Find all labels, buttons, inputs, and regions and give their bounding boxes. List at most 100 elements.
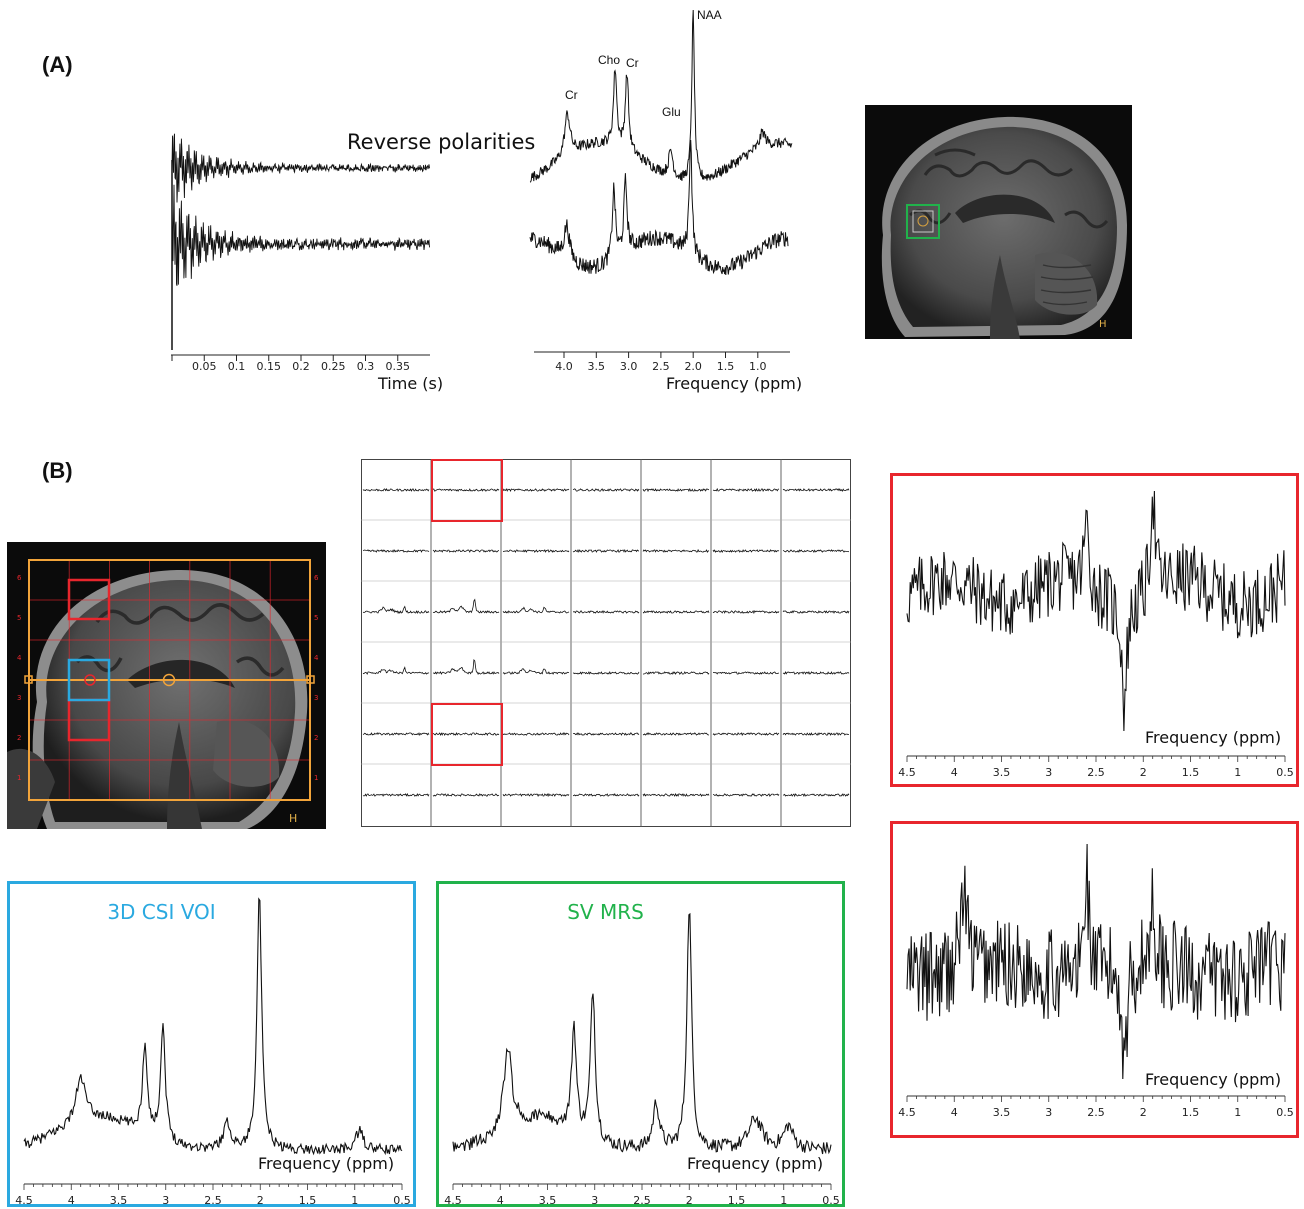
spectrum-tick-label: 2.0 <box>684 360 702 373</box>
spectrum-trace <box>906 490 1286 732</box>
svg-text:H: H <box>1099 319 1107 330</box>
highlight-voxel-top <box>431 459 503 522</box>
tick-label: 2 <box>1140 1106 1147 1119</box>
tick-label: 3 <box>591 1194 598 1204</box>
tick-label: 2.5 <box>1087 1106 1105 1119</box>
tick-label: 0.5 <box>1276 1106 1294 1119</box>
red-spectrum-frame-top: 4.5 4 3.5 3 2.5 2 1.5 1 0.5 Frequency (ppm) <box>890 473 1299 787</box>
csi-voxel-trace <box>362 605 430 615</box>
spectrum-tick-label: 3.0 <box>620 360 638 373</box>
csi-spectra-grid-lines <box>361 459 851 827</box>
csi-voxel-trace <box>712 732 780 737</box>
tick-label: 1.5 <box>1182 766 1200 779</box>
grid-row-label: 3 <box>314 694 318 702</box>
spectrum-frequency-plot: 4.0 3.5 3.0 2.5 2.0 1.5 1.0 <box>529 9 793 373</box>
tick-label: 4.5 <box>444 1194 462 1204</box>
csi-voxel-trace <box>362 487 430 492</box>
tick-label: 4 <box>497 1194 504 1204</box>
grid-row-label: 5 <box>314 614 318 622</box>
fid-trace <box>171 184 430 286</box>
grid-row-label: 5 <box>17 614 21 622</box>
csi-voxel-trace <box>432 549 499 553</box>
tick-label: 1 <box>351 1194 358 1204</box>
red-bottom-xlabel: Frequency (ppm) <box>1145 1070 1282 1089</box>
csi-voxel-trace <box>362 666 430 675</box>
spectrum-trace <box>23 897 403 1156</box>
tick-label: 4 <box>68 1194 75 1204</box>
fid-x-axis-title: Time (s) <box>378 374 444 393</box>
spectrum-tick-label: 1.5 <box>717 360 735 373</box>
grid-row-label: 2 <box>17 734 21 742</box>
csi-voxel-trace <box>572 671 640 675</box>
csi-voxel-trace <box>502 549 570 553</box>
csi-voi-xlabel: Frequency (ppm) <box>258 1154 395 1173</box>
tick-label: 2.5 <box>204 1194 222 1204</box>
csi-voxel-trace <box>362 549 430 553</box>
spectrum-trace <box>452 912 832 1155</box>
fid-tick-label: 0.05 <box>192 360 217 373</box>
tick-label: 4.5 <box>898 1106 916 1119</box>
panel-a-label: (A) <box>42 52 73 77</box>
sv-mrs-title: SV MRS <box>567 900 644 924</box>
fid-tick-label: 0.2 <box>292 360 310 373</box>
tick-label: 3 <box>1045 1106 1052 1119</box>
csi-voxel-trace <box>502 732 570 736</box>
tick-label: 2 <box>686 1194 693 1204</box>
brain-illustration-b: 6 6 5 5 4 4 3 3 2 2 1 1 H <box>7 559 319 829</box>
csi-voxel-trace <box>502 488 570 492</box>
csi-voxel-trace <box>712 487 780 493</box>
csi-voxel-trace <box>782 610 850 614</box>
brain-illustration-a: H <box>881 116 1127 339</box>
tick-label: 3 <box>1045 766 1052 779</box>
tick-label: 0.5 <box>1276 766 1294 779</box>
tick-label: 4.5 <box>15 1194 33 1204</box>
spectrum-trace <box>906 843 1286 1080</box>
fid-tick-label: 0.3 <box>357 360 375 373</box>
ppm-axis: 4.5 4 3.5 3 2.5 2 1.5 1 0.5 <box>898 1095 1294 1119</box>
ppm-axis: 4.5 4 3.5 3 2.5 2 1.5 1 0.5 <box>15 1183 411 1207</box>
spectrum-x-axis-title: Frequency (ppm) <box>666 374 803 393</box>
csi-voi-frame: 3D CSI VOI 4.5 4 3.5 3 2.5 2 1.5 1 0.5 Frequency… <box>7 881 416 1207</box>
panel-b-label: (B) <box>42 458 73 483</box>
csi-voxel-trace <box>712 671 779 675</box>
csi-voxel-trace <box>782 549 850 553</box>
spectrum-trace-top <box>529 9 793 183</box>
csi-voxel-trace <box>782 732 850 736</box>
csi-voxel-trace <box>502 668 570 675</box>
grid-row-label: 4 <box>17 654 22 662</box>
sv-mrs-frame: SV MRS 4.5 4 3.5 3 2.5 2 1.5 1 0.5 Frequency (pp… <box>436 881 845 1207</box>
mri-csi-grid-image: 6 6 5 5 4 4 3 3 2 2 1 1 H <box>7 542 326 829</box>
reverse-polarities-label: Reverse polarities <box>347 130 536 154</box>
peak-label-cr2: Cr <box>626 56 639 70</box>
csi-voxel-trace <box>782 488 850 492</box>
csi-voxel-trace <box>782 793 850 798</box>
csi-voi-title: 3D CSI VOI <box>107 900 216 924</box>
grid-row-label: 3 <box>17 694 21 702</box>
csi-voxel-trace <box>572 488 640 492</box>
csi-voxel-trace <box>712 549 780 553</box>
csi-voxel-trace <box>432 793 500 797</box>
csi-voxel-trace <box>432 658 500 675</box>
spectrum-tick-label: 2.5 <box>652 360 670 373</box>
csi-voxel-trace <box>712 793 780 797</box>
tick-label: 1.5 <box>1182 1106 1200 1119</box>
csi-voxel-trace <box>432 731 500 736</box>
fid-ticks: 0.05 0.1 0.15 0.2 0.25 0.3 0.35 <box>171 355 410 373</box>
tick-label: 4.5 <box>898 766 916 779</box>
spectrum-trace-bottom <box>529 139 789 276</box>
peak-label-cr: Cr <box>565 88 578 102</box>
peak-label-cho: Cho <box>598 53 621 67</box>
tick-label: 0.5 <box>393 1194 411 1204</box>
csi-voxel-trace <box>712 609 780 615</box>
tick-label: 2 <box>257 1194 264 1204</box>
tick-label: 3.5 <box>993 766 1011 779</box>
voi-box-outer <box>906 204 940 239</box>
csi-voxel-trace <box>432 598 500 614</box>
tick-label: 2.5 <box>633 1194 651 1204</box>
fid-tick-label: 0.15 <box>257 360 282 373</box>
tick-label: 4 <box>951 766 958 779</box>
tick-label: 3 <box>162 1194 169 1204</box>
spectrum-traces <box>529 9 793 276</box>
csi-voxel-trace <box>782 670 850 675</box>
csi-voi-spectrum: 4.5 4 3.5 3 2.5 2 1.5 1 0.5 <box>15 897 411 1207</box>
